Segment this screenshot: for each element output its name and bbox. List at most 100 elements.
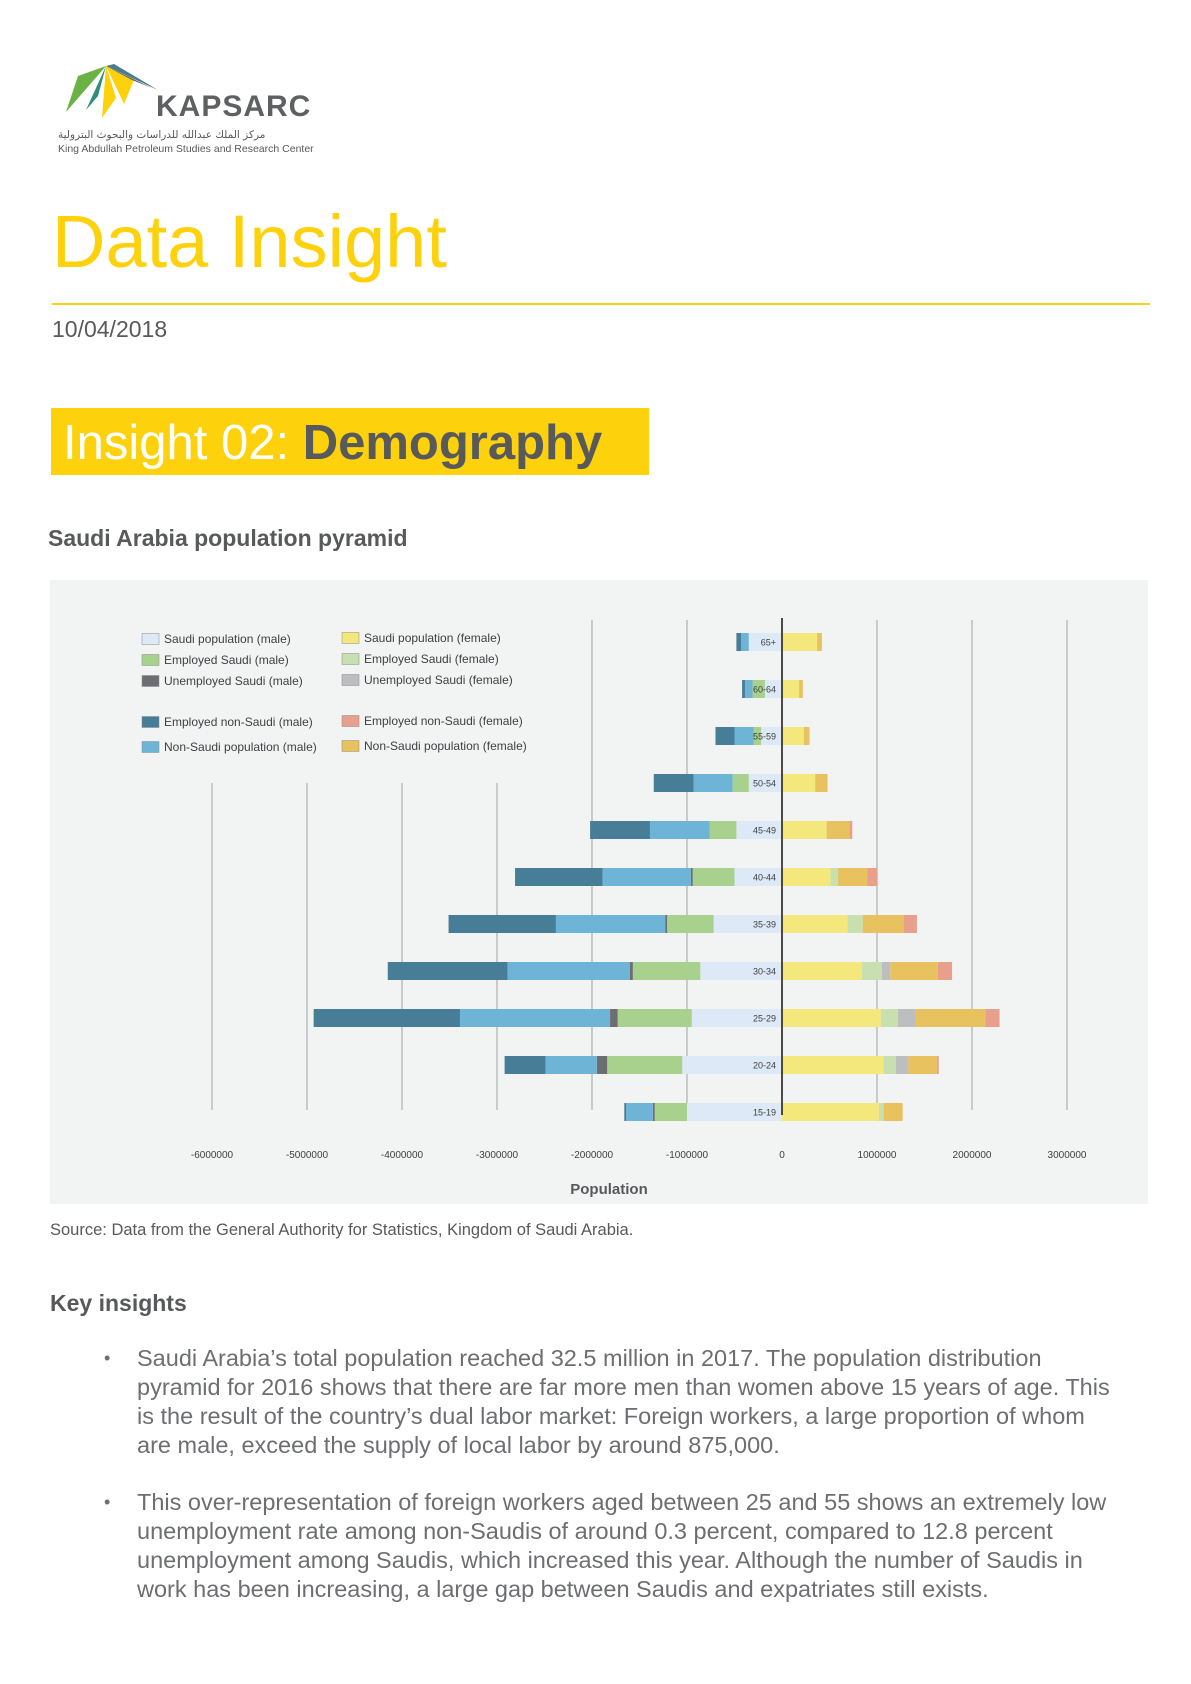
- bar: [734, 727, 754, 745]
- bar: [752, 680, 765, 698]
- x-tick-label: 2000000: [953, 1150, 992, 1161]
- bar: [555, 915, 666, 933]
- insight-text: Saudi Arabia’s total population reached …: [137, 1345, 1110, 1458]
- x-tick-label: -6000000: [191, 1150, 234, 1161]
- x-tick-label: -4000000: [381, 1150, 424, 1161]
- bar: [915, 1009, 986, 1027]
- bar: [830, 868, 839, 886]
- insight-banner: Insight 02: Demography: [51, 408, 649, 475]
- bar: [881, 962, 891, 980]
- x-tick-label: 0: [779, 1150, 785, 1161]
- legend-swatch: [341, 653, 360, 665]
- age-group-label: 45-49: [753, 826, 776, 836]
- bar: [862, 915, 904, 933]
- title-divider: [52, 303, 1150, 305]
- bar: [838, 868, 868, 886]
- bar: [782, 1056, 884, 1074]
- x-tick-label: -3000000: [476, 1150, 519, 1161]
- bar: [610, 1009, 618, 1027]
- x-tick-label: -1000000: [666, 1150, 709, 1161]
- bar: [782, 680, 800, 698]
- bar: [782, 1103, 879, 1121]
- legend-swatch: [141, 716, 160, 728]
- bar: [693, 774, 733, 792]
- bar: [602, 868, 691, 886]
- bar: [652, 1103, 655, 1121]
- bar: [682, 1056, 782, 1074]
- insight-label: Insight 02: Demography: [63, 415, 602, 471]
- bar: [504, 1056, 546, 1074]
- bar: [761, 727, 782, 745]
- chart-heading: Saudi Arabia population pyramid: [48, 525, 408, 551]
- kapsarc-logo-mark-icon: [66, 64, 158, 118]
- age-group-label: 55-59: [753, 732, 776, 742]
- population-pyramid-chart: -6000000 -5000000 -4000000 -3000000 -2000000…: [50, 580, 1148, 1204]
- bar: [937, 962, 953, 980]
- legend-swatch: [341, 632, 360, 644]
- bar: [715, 727, 735, 745]
- bar: [709, 821, 737, 839]
- x-tick-label: -5000000: [286, 1150, 329, 1161]
- bar: [782, 633, 818, 651]
- legend-swatch: [341, 715, 360, 727]
- x-tick-label: -2000000: [571, 1150, 614, 1161]
- bar: [817, 633, 822, 651]
- legend-label: Non-Saudi population (male): [164, 740, 317, 754]
- age-group-label: 30-34: [753, 967, 776, 977]
- logo-wordmark: KAPSARC: [156, 90, 312, 123]
- legend-label: Unemployed Saudi (female): [364, 673, 513, 687]
- bar: [596, 1056, 608, 1074]
- legend-swatch: [141, 741, 160, 753]
- legend-label: Employed Saudi (female): [364, 652, 499, 666]
- x-axis-label: Population: [570, 1181, 648, 1198]
- age-group-label: 15-19: [753, 1108, 776, 1118]
- legend-label: Saudi population (male): [164, 632, 291, 646]
- bar: [459, 1009, 611, 1027]
- age-group-label: 35-39: [753, 920, 776, 930]
- bar: [624, 1103, 627, 1121]
- source-note: Source: Data from the General Authority …: [50, 1221, 634, 1239]
- bar: [653, 774, 694, 792]
- legend-label: Employed Saudi (male): [164, 653, 289, 667]
- bar: [867, 868, 877, 886]
- bar: [736, 821, 782, 839]
- bar: [313, 1009, 460, 1027]
- bar: [782, 915, 848, 933]
- bar: [748, 633, 782, 651]
- bar: [782, 868, 831, 886]
- bar: [732, 774, 749, 792]
- legend-label: Employed non-Saudi (male): [164, 715, 313, 729]
- bar: [692, 868, 735, 886]
- bar: [890, 962, 938, 980]
- bar: [632, 962, 701, 980]
- bar: [799, 680, 803, 698]
- bar: [985, 1009, 1000, 1027]
- bar: [782, 727, 804, 745]
- kapsarc-logo: KAPSARC مركز الملك عبدالله للدراسات والب…: [58, 62, 358, 162]
- bar: [847, 915, 863, 933]
- list-item: • Saudi Arabia’s total population reached…: [100, 1344, 1120, 1460]
- age-group-label: 25-29: [753, 1014, 776, 1024]
- bar: [883, 1056, 896, 1074]
- x-tick-label: 1000000: [858, 1150, 897, 1161]
- bar: [748, 774, 782, 792]
- bar: [803, 727, 810, 745]
- bar: [742, 680, 745, 698]
- legend-swatch: [341, 740, 360, 752]
- bullet-icon: •: [104, 1348, 111, 1368]
- age-group-label: 60-64: [753, 685, 776, 695]
- bar: [630, 962, 633, 980]
- legend-label: Unemployed Saudi (male): [164, 674, 303, 688]
- bar: [654, 1103, 687, 1121]
- legend-label: Saudi population (female): [364, 631, 501, 645]
- list-item: • This over-representation of foreign wor…: [100, 1488, 1120, 1604]
- bar: [782, 774, 816, 792]
- bar: [896, 1056, 909, 1074]
- bar: [883, 1103, 903, 1121]
- page-title: Data Insight: [52, 200, 447, 283]
- bar: [734, 868, 782, 886]
- bar: [691, 1009, 782, 1027]
- bar: [744, 680, 753, 698]
- bar: [764, 680, 782, 698]
- bar: [665, 915, 668, 933]
